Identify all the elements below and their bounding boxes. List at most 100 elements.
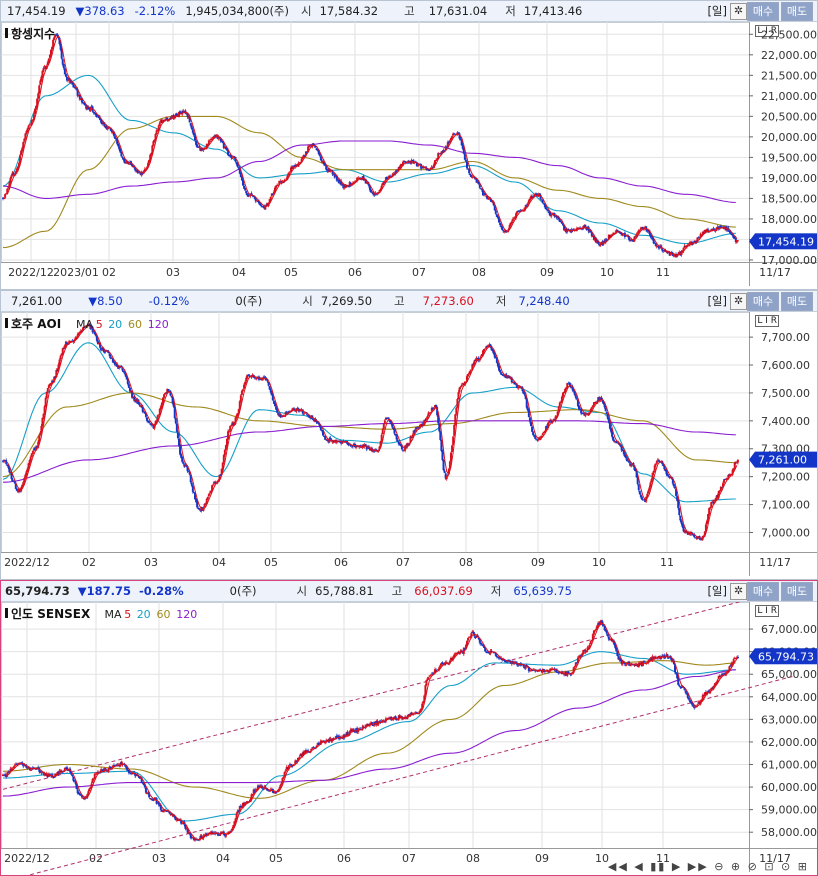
candle (275, 404, 278, 410)
candle-body (139, 171, 142, 175)
candle-body (563, 391, 566, 394)
candle (60, 769, 63, 774)
candle-body (459, 386, 462, 388)
candle (629, 462, 632, 467)
x-tick-label: 04 (216, 852, 230, 865)
x-tick-label: 03 (144, 556, 158, 569)
buy-button[interactable]: 매수 (747, 582, 779, 601)
candle (136, 397, 139, 404)
candle (72, 776, 75, 783)
x-tick-label: 10 (600, 266, 614, 279)
candle (517, 386, 520, 391)
candle-body (402, 449, 404, 451)
candle (654, 462, 657, 468)
candle-body (731, 469, 734, 475)
candle (78, 792, 81, 796)
candle-body (104, 350, 107, 353)
gear-icon[interactable]: ✲ (730, 3, 747, 20)
candle (111, 130, 114, 135)
candle (638, 490, 641, 495)
sell-button[interactable]: 매도 (781, 582, 813, 601)
candle-body (55, 370, 58, 378)
period-selector[interactable]: [일] (707, 4, 727, 18)
candle-body (457, 392, 460, 400)
candle (548, 210, 551, 215)
candle (6, 188, 9, 194)
hang-seng-chart[interactable]: 22,500.0022,000.0021,500.0021,000.0020,5… (1, 22, 817, 289)
lir-toggle[interactable]: L I R (755, 25, 779, 37)
candle-body (55, 34, 58, 36)
candle-body (34, 109, 36, 114)
candle-body (206, 496, 209, 500)
x-tick-label: 04 (212, 556, 226, 569)
candle (667, 474, 670, 478)
sensex-chart[interactable]: 67,000.0066,000.0065,000.0064,000.0063,0… (1, 602, 817, 875)
candle-body (530, 422, 532, 427)
buy-button[interactable]: 매수 (747, 292, 779, 311)
candle (52, 776, 55, 779)
candle-body (493, 205, 496, 211)
candle (398, 442, 401, 446)
aoi-chart[interactable]: 7,700.007,600.007,500.007,400.007,300.00… (1, 312, 817, 579)
candle (534, 435, 537, 440)
sell-button[interactable]: 매도 (781, 2, 813, 21)
candle (640, 495, 643, 501)
candle (78, 93, 81, 101)
candle-body (23, 478, 26, 482)
candle-body (527, 200, 530, 204)
candle-body (476, 181, 479, 183)
gear-icon[interactable]: ✲ (730, 583, 747, 600)
candle-body (418, 427, 420, 429)
candle-body (502, 375, 505, 377)
candle-body (108, 127, 111, 129)
candle-body (441, 450, 444, 461)
candle (460, 383, 463, 388)
candle (100, 767, 103, 774)
candle-body (381, 429, 384, 435)
candle (57, 770, 60, 776)
candle (199, 509, 202, 513)
candle (498, 216, 500, 223)
candle (630, 463, 633, 468)
candle (319, 155, 322, 161)
candle (476, 357, 479, 360)
candle (51, 379, 54, 384)
candle-body (237, 409, 240, 414)
period-selector[interactable]: [일] (707, 294, 727, 308)
candle (309, 416, 312, 420)
candle (197, 506, 200, 510)
candle-body (567, 383, 570, 385)
candle-body (50, 383, 52, 385)
candle (248, 195, 251, 197)
candle-body (40, 76, 43, 82)
candle (240, 175, 243, 181)
period-selector[interactable]: [일] (707, 584, 727, 598)
candle-body (618, 231, 621, 233)
candle-body (274, 403, 276, 407)
candle (457, 131, 460, 134)
candle (316, 149, 319, 152)
sell-button[interactable]: 매도 (781, 292, 813, 311)
candle (197, 146, 200, 149)
candle (711, 499, 714, 503)
candle-body (603, 404, 606, 408)
candle-body (444, 473, 447, 479)
candle (172, 401, 175, 409)
candle (445, 475, 448, 481)
chart-title: 호주 AOI (11, 317, 61, 331)
candle (55, 33, 58, 36)
buy-button[interactable]: 매수 (747, 2, 779, 21)
gear-icon[interactable]: ✲ (730, 293, 747, 310)
lir-toggle[interactable]: L I R (755, 605, 779, 617)
candle-body (244, 188, 247, 191)
candle-body (75, 337, 78, 339)
candle (191, 836, 194, 839)
candle-body (649, 234, 652, 237)
candle-body (462, 383, 465, 386)
lir-toggle[interactable]: L I R (755, 315, 779, 327)
candle-body (693, 534, 696, 537)
candle-body (239, 173, 242, 178)
x-tick-label: 09 (531, 556, 545, 569)
candle-body (706, 520, 708, 525)
candle (411, 433, 414, 439)
